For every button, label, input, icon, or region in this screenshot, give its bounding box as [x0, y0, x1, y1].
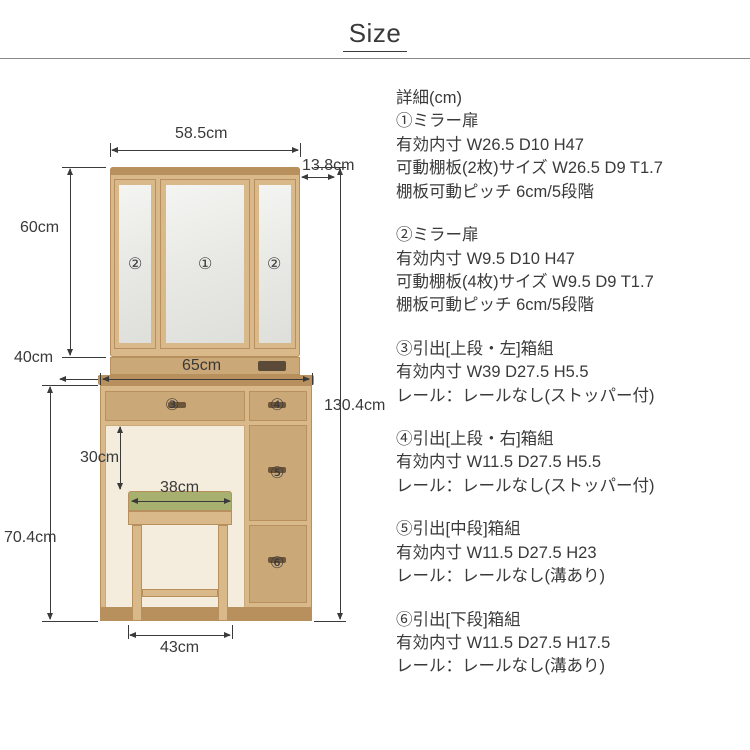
spec-block: ⑤引出[中段]箱組 有効内寸 W11.5 D27.5 H23 レール：レールなし…	[396, 518, 740, 588]
spec-line: 棚板可動ピッチ 6cm/5段階	[396, 294, 740, 317]
tick	[62, 357, 106, 358]
spec-block: 詳細(cm) ①ミラー扉 有効内寸 W26.5 D10 H47 可動棚板(2枚)…	[396, 87, 740, 204]
dim-stool-depth: 43cm	[160, 639, 199, 657]
dim-arrow	[130, 635, 230, 636]
spec-line: レール：レールなし(ストッパー付)	[396, 475, 740, 498]
callout-4: ④	[270, 395, 284, 415]
stool-stretcher	[142, 589, 218, 597]
specs-column: 詳細(cm) ①ミラー扉 有効内寸 W26.5 D10 H47 可動棚板(2枚)…	[390, 59, 750, 749]
spec-line: 有効内寸 W11.5 D27.5 H23	[396, 542, 740, 565]
dim-arrow	[70, 169, 71, 355]
dim-mirror-height: 60cm	[20, 219, 59, 237]
callout-2-right: ②	[267, 254, 281, 274]
mirror-top-trim	[110, 167, 300, 175]
dim-arrow	[50, 387, 51, 619]
stool-leg-left	[132, 525, 142, 621]
spec-line: 有効内寸 W11.5 D27.5 H17.5	[396, 632, 740, 655]
tick	[312, 373, 313, 385]
spec-line: 有効内寸 W39 D27.5 H5.5	[396, 361, 740, 384]
diagram: 58.5cm ① ② ② 13.8cm 60cm 40cm	[0, 59, 390, 749]
spec-line: ③引出[上段・左]箱組	[396, 338, 740, 361]
dim-desk-depth: 40cm	[14, 349, 53, 367]
spec-block: ⑥引出[下段]箱組 有効内寸 W11.5 D27.5 H17.5 レール：レール…	[396, 609, 740, 679]
dim-arrow	[302, 177, 334, 178]
dim-lower-height: 70.4cm	[4, 529, 56, 547]
spec-line: 有効内寸 W11.5 D27.5 H5.5	[396, 451, 740, 474]
callout-3: ③	[165, 395, 179, 415]
title-bar: Size	[0, 0, 750, 52]
tick	[42, 621, 98, 622]
spec-line: 可動棚板(4枚)サイズ W9.5 D9 T1.7	[396, 271, 740, 294]
spec-line: ⑥引出[下段]箱組	[396, 609, 740, 632]
tick	[314, 621, 346, 622]
tick	[100, 373, 101, 385]
tick	[232, 625, 233, 639]
content: 58.5cm ① ② ② 13.8cm 60cm 40cm	[0, 59, 750, 749]
dim-desk-width: 65cm	[182, 357, 221, 375]
dim-total-height: 130.4cm	[324, 397, 385, 415]
spec-line: ①ミラー扉	[396, 110, 740, 133]
dim-stool-seat-w: 38cm	[160, 479, 199, 497]
spec-line: レール：レールなし(ストッパー付)	[396, 385, 740, 408]
spec-line: ②ミラー扉	[396, 224, 740, 247]
spec-block: ②ミラー扉 有効内寸 W9.5 D10 H47 可動棚板(4枚)サイズ W9.5…	[396, 224, 740, 318]
spec-line: レール：レールなし(溝あり)	[396, 565, 740, 588]
dim-mirror-depth: 13.8cm	[302, 157, 354, 175]
page-title: Size	[343, 18, 408, 52]
callout-2-left: ②	[128, 254, 142, 274]
stool-leg-right	[218, 525, 228, 621]
dim-arrow	[340, 169, 341, 619]
spec-line: 有効内寸 W9.5 D10 H47	[396, 248, 740, 271]
dim-arrow	[120, 427, 121, 489]
spec-line: ⑤引出[中段]箱組	[396, 518, 740, 541]
spec-line: レール：レールなし(溝あり)	[396, 655, 740, 678]
dim-stool-seat-h: 30cm	[80, 449, 119, 467]
spec-block: ③引出[上段・左]箱組 有効内寸 W39 D27.5 H5.5 レール：レールな…	[396, 338, 740, 408]
spec-block: ④引出[上段・右]箱組 有効内寸 W11.5 D27.5 H5.5 レール：レー…	[396, 428, 740, 498]
spec-line: 詳細(cm)	[396, 87, 740, 110]
desk-top-edge	[98, 375, 314, 385]
spec-line: ④引出[上段・右]箱組	[396, 428, 740, 451]
callout-5: ⑤	[270, 463, 284, 483]
dim-top-width: 58.5cm	[175, 125, 227, 143]
callout-6: ⑥	[270, 553, 284, 573]
dim-arrow	[132, 501, 230, 502]
spec-line: 可動棚板(2枚)サイズ W26.5 D9 T1.7	[396, 157, 740, 180]
switch-panel	[258, 361, 286, 371]
stool-apron	[128, 511, 232, 525]
callout-1: ①	[198, 254, 212, 274]
tick	[300, 143, 301, 157]
dim-arrow	[103, 379, 309, 380]
spec-line: 有効内寸 W26.5 D10 H47	[396, 134, 740, 157]
dim-arrow	[112, 150, 298, 151]
spec-line: 棚板可動ピッチ 6cm/5段階	[396, 181, 740, 204]
